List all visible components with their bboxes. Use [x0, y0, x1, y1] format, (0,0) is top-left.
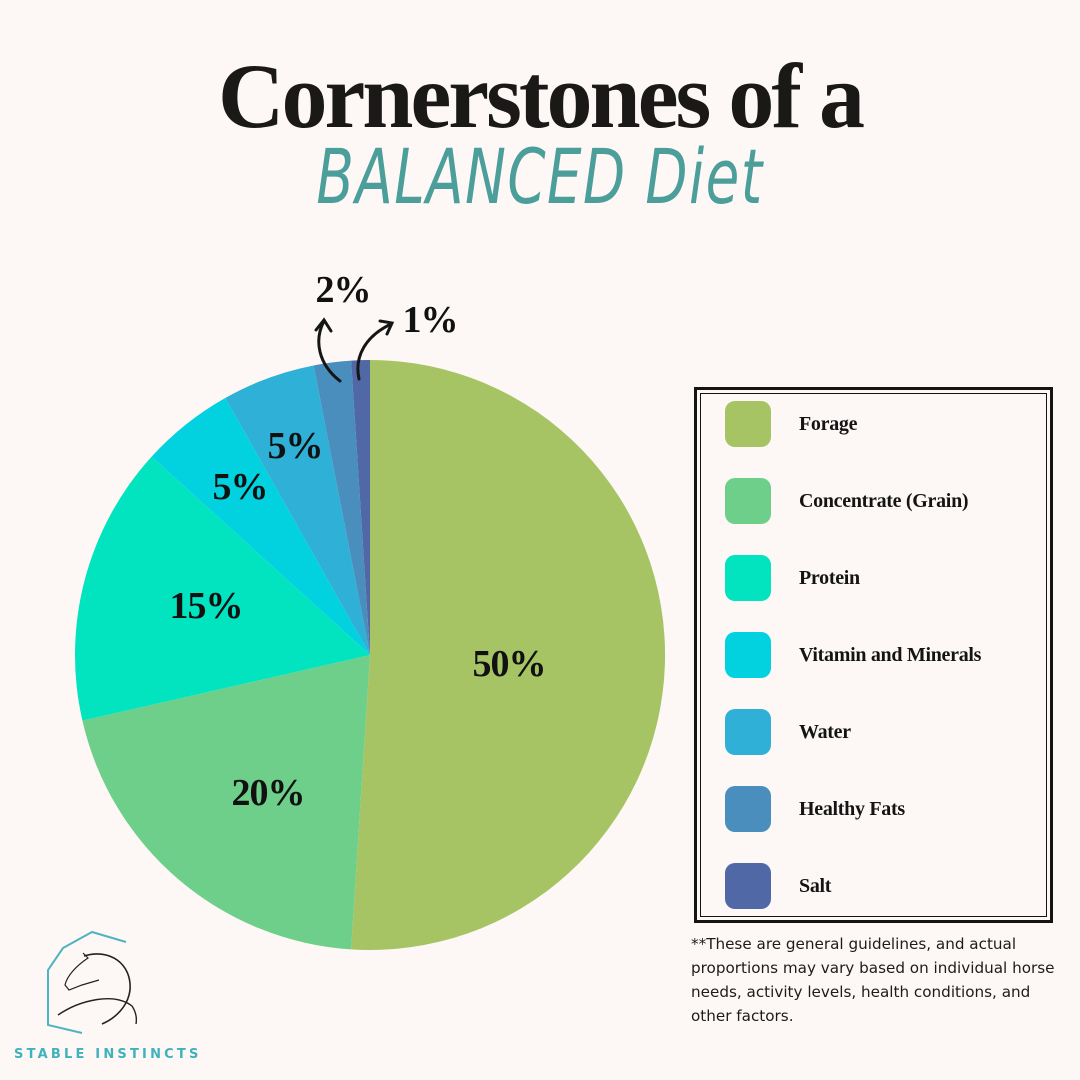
legend-label: Protein	[799, 566, 860, 589]
title-line-2: BALANCED Diet	[316, 132, 764, 221]
legend-label: Salt	[799, 874, 832, 897]
title-line-1: Cornerstones of a	[218, 45, 865, 147]
slice-label-water: 5%	[267, 425, 324, 467]
legend-item-fats: Healthy Fats	[725, 786, 905, 832]
pie-slice-salt	[351, 360, 370, 655]
legend-item-forage: Forage	[725, 401, 857, 447]
pie-slice-forage	[351, 359, 666, 950]
slice-label-concentrate: 20%	[231, 772, 306, 814]
pie-slice-fats	[313, 360, 370, 655]
legend-label: Water	[799, 720, 851, 743]
pie-slice-vitamins	[151, 397, 370, 655]
slice-label-protein: 15%	[169, 585, 244, 627]
legend-label: Concentrate (Grain)	[799, 489, 969, 512]
brand-name: STABLE INSTINCTS	[14, 1047, 202, 1062]
slice-label-salt: 1%	[402, 299, 459, 341]
legend-swatch	[725, 863, 771, 909]
legend-label: Healthy Fats	[799, 797, 905, 820]
legend-swatch	[725, 709, 771, 755]
legend-swatch	[725, 555, 771, 601]
legend-item-concentrate: Concentrate (Grain)	[725, 478, 969, 524]
slice-label-vitamins: 5%	[212, 466, 269, 508]
slice-label-fats: 2%	[315, 269, 372, 311]
legend-label: Vitamin and Minerals	[799, 643, 982, 666]
legend-item-protein: Protein	[725, 555, 860, 601]
legend-item-salt: Salt	[725, 863, 831, 909]
disclaimer-note: **These are general guidelines, and actu…	[691, 935, 1055, 1025]
legend-inner-border	[700, 393, 1047, 917]
pie-slice-water	[225, 365, 370, 655]
legend-label: Forage	[799, 412, 858, 435]
pie-slice-concentrate	[82, 655, 371, 950]
legend-swatch	[725, 401, 771, 447]
slice-label-forage: 50%	[472, 643, 547, 685]
legend-swatch	[725, 786, 771, 832]
legend-swatch	[725, 632, 771, 678]
pie-slice-protein	[75, 456, 370, 721]
legend-item-vitamins: Vitamin and Minerals	[725, 632, 981, 678]
legend-item-water: Water	[725, 709, 851, 755]
legend-swatch	[725, 478, 771, 524]
horse-head-logo-icon	[47, 930, 138, 1034]
legend: Forage Concentrate (Grain) Protein Vitam…	[694, 387, 1053, 923]
